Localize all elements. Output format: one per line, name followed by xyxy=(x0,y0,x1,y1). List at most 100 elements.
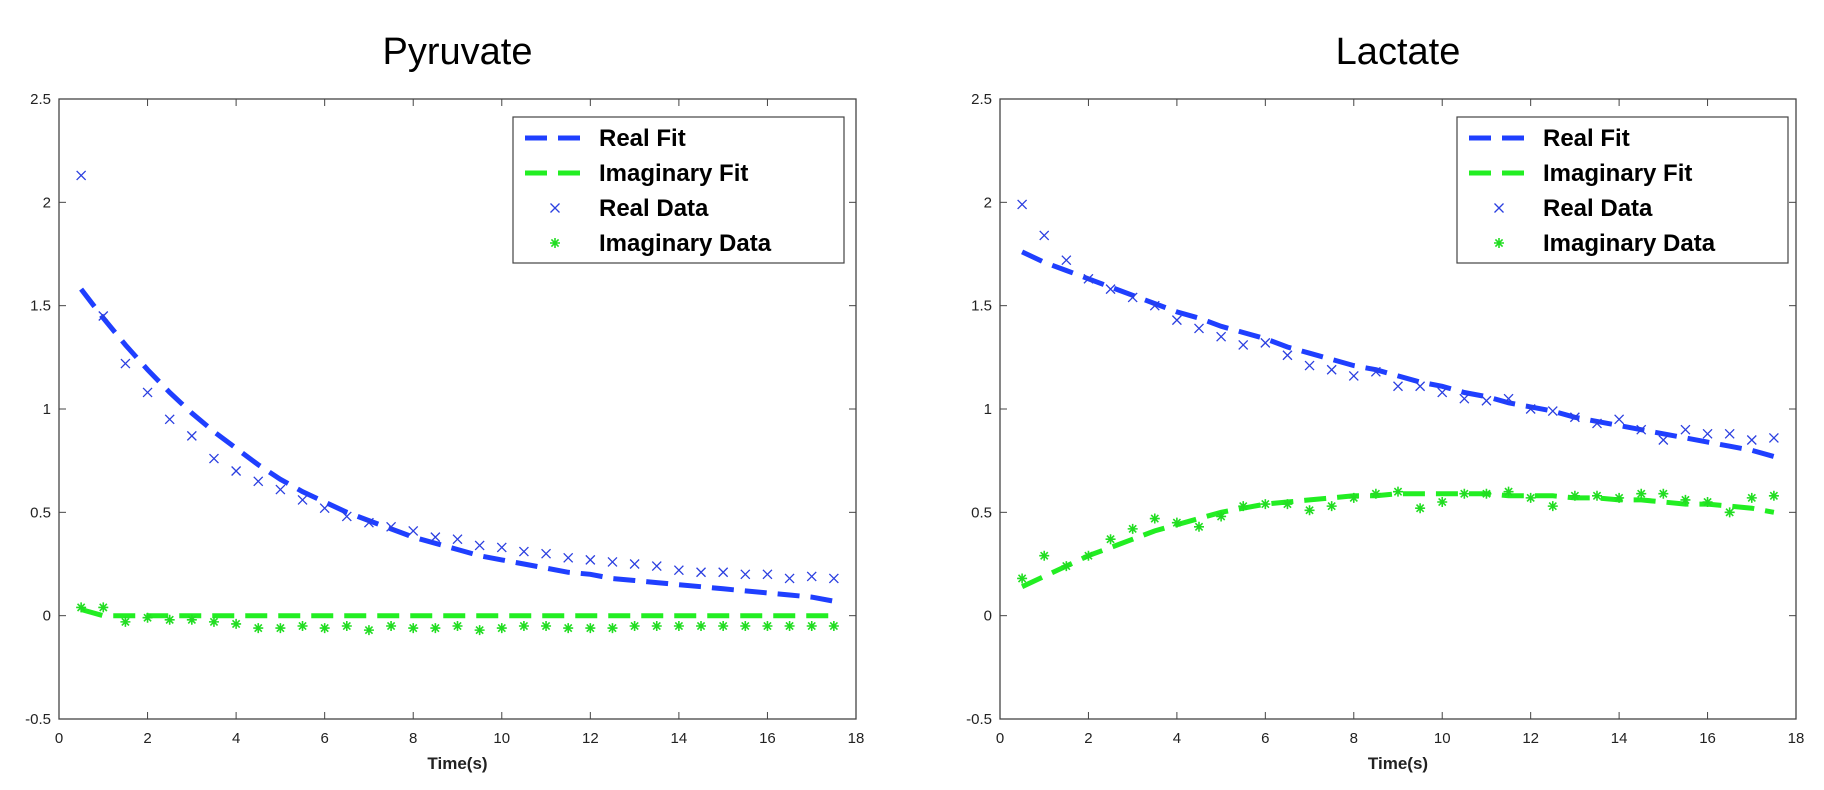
data-point xyxy=(1194,521,1204,532)
y-tick-label: 2.5 xyxy=(30,91,51,108)
data-point xyxy=(762,621,773,631)
data-point xyxy=(1503,486,1514,497)
data-point xyxy=(1437,497,1448,507)
legend-label: Imaginary Data xyxy=(599,230,772,257)
legend: Real Fit Imaginary Fit Real Data Imaginary … xyxy=(512,116,845,264)
data-point xyxy=(518,621,529,631)
data-point xyxy=(518,546,529,557)
data-point xyxy=(164,414,175,425)
data-point xyxy=(1083,550,1094,561)
series-imaginary-fit xyxy=(1021,491,1775,589)
data-point xyxy=(1149,513,1160,524)
data-point xyxy=(1017,573,1028,584)
data-point xyxy=(563,552,574,563)
data-point xyxy=(607,623,618,634)
data-point xyxy=(363,625,374,636)
x-tick-label: 4 xyxy=(232,730,240,747)
x-tick-label: 18 xyxy=(848,730,865,747)
data-point xyxy=(76,170,87,181)
y-tick-label: 1 xyxy=(43,401,51,418)
data-point xyxy=(1658,435,1669,445)
data-point xyxy=(1569,412,1580,423)
data-point xyxy=(673,621,684,631)
data-point xyxy=(607,556,618,567)
data-point xyxy=(784,621,795,631)
data-point xyxy=(1658,488,1669,499)
data-point xyxy=(541,548,552,559)
x-axis-label: Time(s) xyxy=(427,754,487,773)
y-tick-label: 1 xyxy=(984,401,992,418)
data-point xyxy=(452,534,463,545)
y-tick-label: 0.5 xyxy=(30,504,51,521)
data-point xyxy=(1039,550,1050,561)
data-point xyxy=(98,311,109,321)
series-real-fit xyxy=(1021,249,1775,459)
data-point xyxy=(474,540,485,551)
data-point xyxy=(142,612,153,623)
y-tick-label: 2.5 xyxy=(971,91,992,108)
data-point xyxy=(297,494,308,505)
data-point xyxy=(341,621,352,631)
data-point xyxy=(1326,364,1337,375)
data-point xyxy=(806,571,817,582)
data-point xyxy=(1282,499,1293,510)
data-point xyxy=(651,621,662,631)
data-point xyxy=(186,430,197,441)
series-line xyxy=(1021,249,1775,459)
data-point xyxy=(186,614,197,625)
data-point xyxy=(474,625,485,636)
data-point xyxy=(319,503,330,514)
data-point xyxy=(1194,323,1204,334)
chart-title: Lactate xyxy=(1336,31,1461,73)
y-tick-label: 0 xyxy=(984,608,992,625)
series-line xyxy=(79,287,835,604)
data-point xyxy=(762,569,773,580)
data-point xyxy=(1459,488,1470,499)
data-point xyxy=(1348,492,1359,503)
data-point xyxy=(76,602,87,613)
data-point xyxy=(209,453,219,464)
data-point xyxy=(1569,490,1580,501)
data-point xyxy=(806,621,817,631)
data-point xyxy=(1105,284,1116,295)
legend-label: Imaginary Fit xyxy=(599,160,748,187)
series-imaginary-data xyxy=(76,602,839,636)
y-tick-label: 1.5 xyxy=(30,298,51,315)
x-tick-label: 16 xyxy=(759,730,776,747)
data-point xyxy=(740,569,751,580)
data-point xyxy=(1370,366,1381,377)
data-point xyxy=(1039,230,1050,241)
x-axis-label: Time(s) xyxy=(1368,754,1428,773)
x-tick-label: 12 xyxy=(1522,730,1539,747)
data-point xyxy=(1768,490,1779,501)
data-point xyxy=(1503,393,1514,404)
data-point xyxy=(1459,393,1470,404)
data-point xyxy=(1260,499,1271,510)
data-point xyxy=(1304,505,1315,516)
series-imaginary-data xyxy=(1017,486,1779,584)
data-point xyxy=(386,521,397,532)
data-point xyxy=(629,621,640,631)
data-point xyxy=(1304,360,1315,371)
data-point xyxy=(1216,331,1227,342)
data-point xyxy=(452,621,463,631)
legend-label: Real Fit xyxy=(1543,125,1630,152)
data-point xyxy=(1746,435,1757,445)
data-point xyxy=(208,616,219,627)
y-tick-label: -0.5 xyxy=(966,711,992,728)
data-point xyxy=(1017,199,1028,210)
data-point xyxy=(1702,497,1713,507)
data-point xyxy=(1127,292,1138,303)
data-point xyxy=(496,623,507,634)
x-tick-label: 10 xyxy=(1434,730,1451,747)
data-point xyxy=(253,623,264,634)
data-point xyxy=(408,525,419,536)
x-tick-label: 10 xyxy=(493,730,510,747)
data-point xyxy=(231,618,242,629)
data-point xyxy=(1282,350,1293,361)
data-point xyxy=(629,559,640,569)
data-point xyxy=(1592,490,1602,501)
